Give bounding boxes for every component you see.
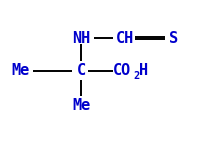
Text: C: C [76, 63, 85, 78]
Text: CO: CO [112, 63, 130, 78]
Text: H: H [138, 63, 147, 78]
Text: CH: CH [115, 31, 133, 46]
Text: NH: NH [72, 31, 90, 46]
Text: S: S [168, 31, 177, 46]
Text: Me: Me [72, 98, 90, 113]
Text: 2: 2 [133, 71, 139, 81]
Text: Me: Me [11, 63, 29, 78]
